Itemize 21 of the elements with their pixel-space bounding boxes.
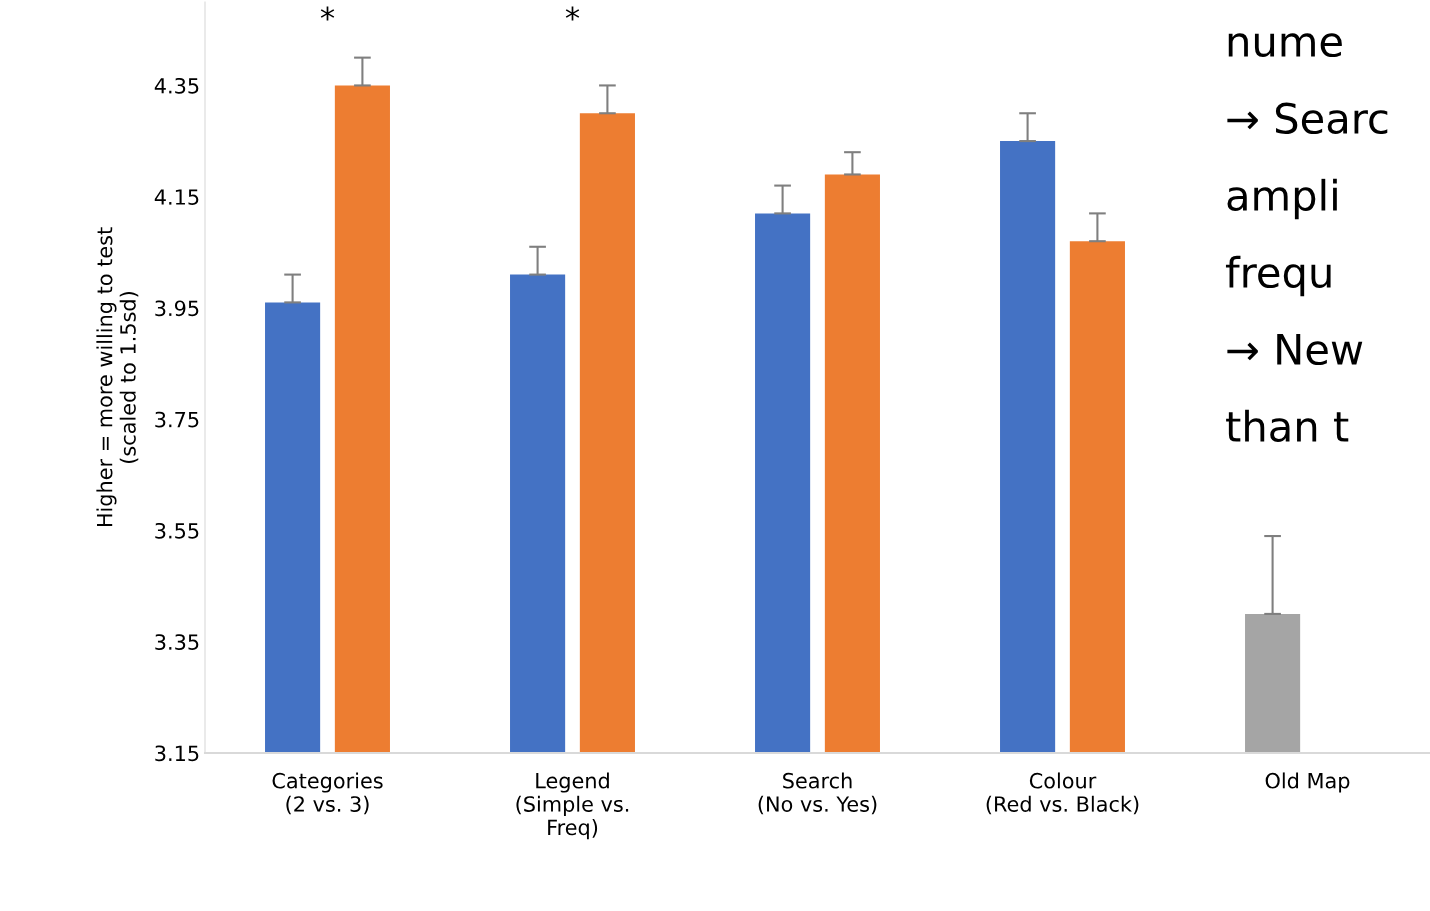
y-tick-label: 3.35 bbox=[155, 634, 199, 650]
y-tick-label: 4.35 bbox=[154, 77, 199, 94]
annotation: → New bbox=[1227, 334, 1363, 366]
annotation: frequ bbox=[1225, 255, 1331, 297]
y-tick-label: 3.15 bbox=[155, 745, 199, 762]
annotation: → Searc bbox=[1227, 102, 1388, 135]
y-tick-label: 3.75 bbox=[155, 411, 199, 428]
annotation: ampli bbox=[1227, 178, 1337, 220]
y-axis-title: Higher = more willing to test (scaled to 1.5sd) bbox=[96, 227, 139, 527]
annotation: nume bbox=[1228, 33, 1342, 58]
y-tick-label: 4.15 bbox=[154, 189, 199, 205]
x-tick-label: Old Map bbox=[1265, 772, 1350, 793]
annotation: * bbox=[320, 6, 335, 21]
x-tick-label: Legend (Simple vs. Freq) bbox=[516, 772, 629, 840]
annotation: than t bbox=[1226, 409, 1349, 443]
annotation: * bbox=[565, 6, 580, 21]
x-tick-label: Categories (2 vs. 3) bbox=[272, 772, 383, 815]
x-tick-label: Colour (Red vs. Black) bbox=[986, 772, 1139, 815]
y-tick-label: 3.95 bbox=[155, 300, 199, 317]
y-tick-label: 3.55 bbox=[155, 522, 199, 539]
x-tick-label: Search (No vs. Yes) bbox=[758, 772, 877, 815]
